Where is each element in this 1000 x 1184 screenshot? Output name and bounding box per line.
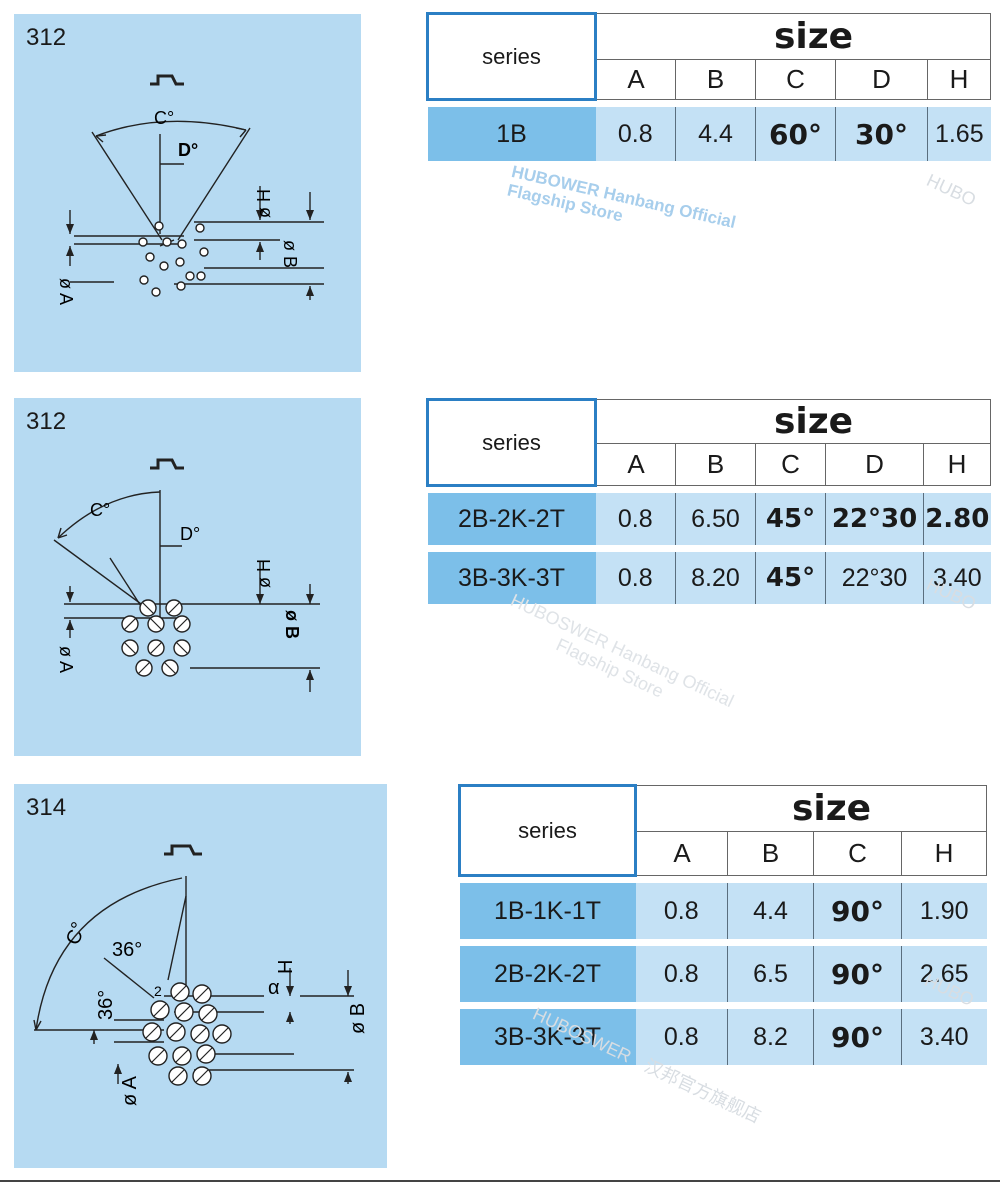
cell-a: 0.8 (635, 1009, 728, 1065)
column-header-a: A (595, 59, 676, 100)
dim-b-label: ø B (282, 610, 302, 639)
row-series: 1B-1K-1T (459, 883, 636, 939)
column-header-h: H (900, 831, 988, 876)
column-header-b: B (727, 831, 814, 876)
cell-b: 4.4 (727, 883, 814, 939)
table-row: 3B-3K-3T 0.8 8.2 90° 3.40 (459, 1009, 987, 1065)
watermark-brand-cn: 汉邦官方旗舰店 (641, 1055, 765, 1127)
connector-diagram-2: 312 (14, 398, 361, 756)
cell-c: 60° (755, 107, 836, 161)
column-header-a: A (595, 443, 676, 486)
row-series: 3B-3K-3T (427, 552, 596, 604)
connector-diagram-1: 312 (14, 14, 361, 372)
cell-a: 0.8 (595, 552, 676, 604)
size-table-2: series size A B C D H 2B-2K-2T 0.8 6.50 … (426, 398, 992, 604)
table-row: 1B 0.8 4.4 60° 30° 1.65 (427, 107, 991, 161)
cell-b: 6.50 (675, 493, 756, 545)
row-series: 1B (427, 107, 596, 161)
cell-a: 0.8 (635, 883, 728, 939)
column-header-c: C (755, 59, 836, 100)
brand-watermark: HUBO (923, 170, 980, 211)
diagram-code: 312 (26, 24, 67, 51)
cell-a: 0.8 (595, 107, 676, 161)
dim-h-label: ø H (254, 559, 274, 588)
series-header: series (426, 398, 597, 487)
size-header: size (594, 13, 992, 60)
cell-h: 3.40 (900, 1009, 987, 1065)
dim-h-label: ø H (254, 189, 274, 218)
watermark-line-2: Flagship Store (553, 634, 667, 702)
cell-c: 45° (755, 552, 826, 604)
bottom-divider (0, 1180, 1000, 1182)
cell-h: 2.80 (922, 493, 991, 545)
series-header: series (458, 784, 637, 877)
cell-c: 90° (813, 946, 902, 1002)
cell-a: 0.8 (595, 493, 676, 545)
cell-h: 1.90 (900, 883, 987, 939)
cell-h: 2.65 (900, 946, 987, 1002)
column-header-h: H (922, 443, 992, 486)
size-table-1: series size A B C D H 1B 0.8 4.4 60° 30°… (426, 12, 992, 161)
column-header-d: D (825, 443, 924, 486)
watermark-line-1: HUBOSWER Hanbang Official (507, 590, 737, 712)
cell-c: 90° (813, 883, 902, 939)
table-row: 1B-1K-1T 0.8 4.4 90° 1.90 (459, 883, 987, 939)
dim-h-label: H (275, 960, 297, 974)
dim-b-label: ø B (280, 240, 300, 268)
table-row: 2B-2K-2T 0.8 6.50 45° 22°30 2.80 (427, 493, 991, 545)
row-series: 3B-3K-3T (459, 1009, 636, 1065)
cell-b: 8.2 (727, 1009, 814, 1065)
pin-number-label: 2 (154, 983, 162, 999)
dim-a-label: ø A (56, 646, 76, 673)
cell-h: 1.65 (926, 107, 991, 161)
cell-d: 22°30 (825, 552, 924, 604)
size-header: size (634, 785, 988, 832)
table-row: 2B-2K-2T 0.8 6.5 90° 2.65 (459, 946, 987, 1002)
size-table-3: series size A B C H 1B-1K-1T 0.8 4.4 90°… (458, 784, 988, 1065)
row-series: 2B-2K-2T (427, 493, 596, 545)
column-header-b: B (675, 59, 756, 100)
column-header-d: D (835, 59, 928, 100)
cell-h: 3.40 (922, 552, 991, 604)
table-row: 3B-3K-3T 0.8 8.20 45° 22°30 3.40 (427, 552, 991, 604)
angle-c-label: C° (154, 108, 174, 128)
store-watermark: HUBOWER Hanbang Official Flagship Store (505, 162, 737, 251)
cell-b: 6.5 (727, 946, 814, 1002)
dim-a-label: ø A (56, 278, 76, 305)
column-header-c: C (755, 443, 826, 486)
dim-a-label: ø A (119, 1075, 141, 1106)
cell-b: 8.20 (675, 552, 756, 604)
pin-layout-drawing: 2 C° 36° 36° H α ø B ø A (33, 844, 369, 1106)
column-header-a: A (635, 831, 728, 876)
angle-d-label: D° (178, 140, 198, 160)
pin-layout-drawing: C° D° ø H ø B ø A (53, 458, 320, 692)
cell-c: 90° (813, 1009, 902, 1065)
row-series: 2B-2K-2T (459, 946, 636, 1002)
angle-36-label: 36° (112, 939, 142, 961)
cell-d: 22°30 (825, 493, 924, 545)
angle-36-side-label: 36° (95, 990, 117, 1020)
diagram-code: 312 (26, 408, 67, 435)
cell-b: 4.4 (675, 107, 756, 161)
column-header-h: H (926, 59, 992, 100)
angle-d-label: D° (180, 524, 200, 544)
pin-layout-drawing: C° D° ø H ø B ø A (56, 74, 324, 305)
store-watermark-faint: HUBOSWER Hanbang Official Flagship Store (498, 590, 737, 731)
connector-diagram-3: 314 (14, 784, 387, 1168)
cell-c: 45° (755, 493, 826, 545)
dim-alpha-label: α (268, 977, 280, 999)
column-header-b: B (675, 443, 756, 486)
series-header: series (426, 12, 597, 101)
size-header: size (594, 399, 992, 444)
column-header-c: C (813, 831, 902, 876)
cell-a: 0.8 (635, 946, 728, 1002)
cell-d: 30° (835, 107, 928, 161)
dim-b-label: ø B (347, 1003, 369, 1034)
diagram-code: 314 (26, 794, 67, 821)
angle-c-label: C° (90, 500, 110, 520)
